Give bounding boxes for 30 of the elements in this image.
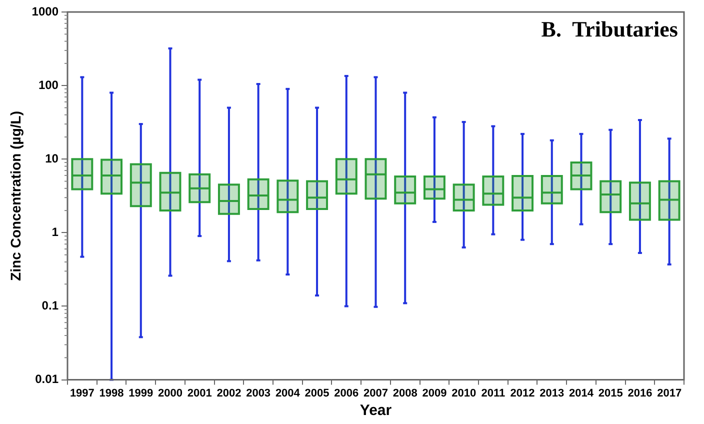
x-axis-title: Year (360, 402, 392, 420)
x-tick-label: 1997 (70, 387, 94, 400)
y-tick-label: 100 (38, 78, 59, 92)
x-tick-label: 2011 (481, 387, 506, 400)
x-tick-label: 2016 (628, 387, 652, 400)
chart-title: B. Tributaries (541, 16, 678, 42)
x-tick-label: 2017 (657, 387, 682, 400)
x-tick-label: 2008 (392, 387, 418, 400)
x-tick-label: 2012 (510, 387, 535, 400)
x-tick-label: 2009 (422, 387, 447, 400)
x-tick-label: 2003 (246, 387, 271, 400)
x-tick-label: 2005 (304, 387, 330, 400)
x-tick-label: 2000 (158, 387, 182, 400)
x-tick-label: 2001 (187, 387, 212, 400)
x-tick-label: 2002 (216, 387, 242, 400)
y-axis-title: Zinc Concentration (µg/L) (7, 110, 24, 281)
y-tick-label: 10 (45, 151, 59, 166)
x-tick-label: 2006 (334, 387, 359, 400)
x-tick-label: 2010 (452, 387, 476, 400)
x-tick-label: 2007 (364, 387, 388, 400)
x-tick-label: 1998 (99, 387, 124, 400)
x-tick-label: 2004 (275, 387, 301, 400)
y-tick-label: 0.1 (42, 298, 59, 313)
x-tick-label: 1999 (128, 387, 154, 400)
y-tick-label: 1000 (32, 4, 59, 18)
y-tick-label: 0.01 (35, 372, 59, 386)
y-tick-label: 1 (52, 224, 59, 239)
x-tick-label: 2014 (569, 387, 594, 400)
x-tick-label: 2015 (598, 387, 623, 400)
x-tick-label: 2013 (540, 387, 564, 400)
